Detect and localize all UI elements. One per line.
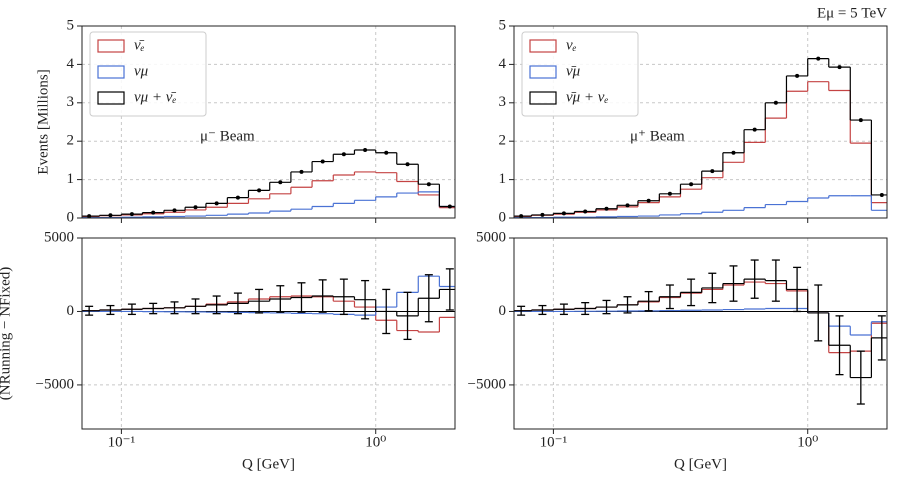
y-tick-label: 1 xyxy=(67,171,75,187)
axes-frame xyxy=(513,237,888,430)
y-tick-label: 5000 xyxy=(476,229,506,245)
point xyxy=(363,148,368,153)
legend-label: ν̄μ xyxy=(566,63,581,79)
point xyxy=(604,206,609,211)
point xyxy=(689,182,694,187)
legend-swatch xyxy=(97,39,125,53)
y-axis-label: Events [Millions] xyxy=(35,69,51,174)
point xyxy=(235,195,240,200)
point xyxy=(667,191,672,196)
y-tick-label: −5000 xyxy=(468,376,506,392)
y-tick-label: 5 xyxy=(499,17,507,33)
point xyxy=(87,214,92,218)
point xyxy=(773,100,778,105)
y-tick-label: −5000 xyxy=(36,376,74,392)
y-tick-label: 5000 xyxy=(44,229,74,245)
point xyxy=(837,65,842,70)
y-tick-label: 4 xyxy=(67,56,75,72)
point xyxy=(129,212,134,217)
point xyxy=(731,150,736,155)
point xyxy=(151,210,156,215)
y-tick-label: 0 xyxy=(499,209,507,225)
axes-frame xyxy=(81,25,456,219)
legend-box xyxy=(521,31,639,117)
legend-swatch xyxy=(529,91,557,105)
legend-swatch xyxy=(529,39,557,53)
annotation: μ⁻ Beam xyxy=(200,128,255,144)
point xyxy=(519,214,524,218)
point xyxy=(447,204,452,209)
panel xyxy=(514,238,887,429)
point xyxy=(172,208,177,213)
y-axis-label: (NRunning − NFixed) xyxy=(0,267,13,400)
legend-label: νₑ xyxy=(566,37,577,53)
point xyxy=(625,203,630,208)
point xyxy=(583,209,588,214)
y-tick-label: 0 xyxy=(67,209,75,225)
legend-label: ν̄μ + νₑ xyxy=(566,89,608,105)
point xyxy=(299,169,304,174)
point xyxy=(710,169,715,174)
x-axis-label: Q [GeV] xyxy=(242,456,295,472)
y-tick-label: 3 xyxy=(499,94,507,110)
point xyxy=(858,118,863,123)
legend-box xyxy=(89,31,207,117)
point xyxy=(320,159,325,164)
y-tick-label: 3 xyxy=(67,94,75,110)
y-tick-label: 2 xyxy=(67,133,75,149)
legend-label: νμ xyxy=(134,63,149,79)
x-tick-label: 10⁻¹ xyxy=(108,434,135,450)
point xyxy=(214,201,219,206)
panel xyxy=(82,238,455,429)
x-tick-label: 10⁰ xyxy=(365,434,386,450)
y-tick-label: 0 xyxy=(67,303,75,319)
point xyxy=(405,162,410,167)
point xyxy=(646,198,651,203)
annotation: μ⁺ Beam xyxy=(630,128,685,144)
legend-swatch xyxy=(97,65,125,79)
point xyxy=(879,192,884,197)
y-tick-label: 0 xyxy=(499,303,507,319)
point xyxy=(752,127,757,132)
axes-frame xyxy=(81,237,456,430)
y-tick-label: 1 xyxy=(499,171,507,187)
legend-swatch xyxy=(529,65,557,79)
point xyxy=(540,212,545,217)
point xyxy=(108,213,113,218)
y-tick-label: 4 xyxy=(499,56,507,72)
axes-frame xyxy=(513,25,888,219)
point xyxy=(193,205,198,210)
point xyxy=(561,211,566,216)
panel xyxy=(514,26,887,218)
y-tick-label: 5 xyxy=(67,17,75,33)
legend-swatch xyxy=(97,91,125,105)
point xyxy=(795,73,800,78)
point xyxy=(341,152,346,157)
y-tick-label: 2 xyxy=(499,133,507,149)
point xyxy=(278,180,283,185)
point xyxy=(384,150,389,155)
legend-label: ν̄ₑ xyxy=(134,37,145,53)
x-axis-label: Q [GeV] xyxy=(674,456,727,472)
point xyxy=(816,56,821,61)
note: Eμ = 5 TeV xyxy=(817,5,887,21)
point xyxy=(426,182,431,187)
x-tick-label: 10⁰ xyxy=(797,434,818,450)
point xyxy=(257,188,262,193)
legend-label: νμ + ν̄ₑ xyxy=(134,89,176,105)
x-tick-label: 10⁻¹ xyxy=(540,434,567,450)
